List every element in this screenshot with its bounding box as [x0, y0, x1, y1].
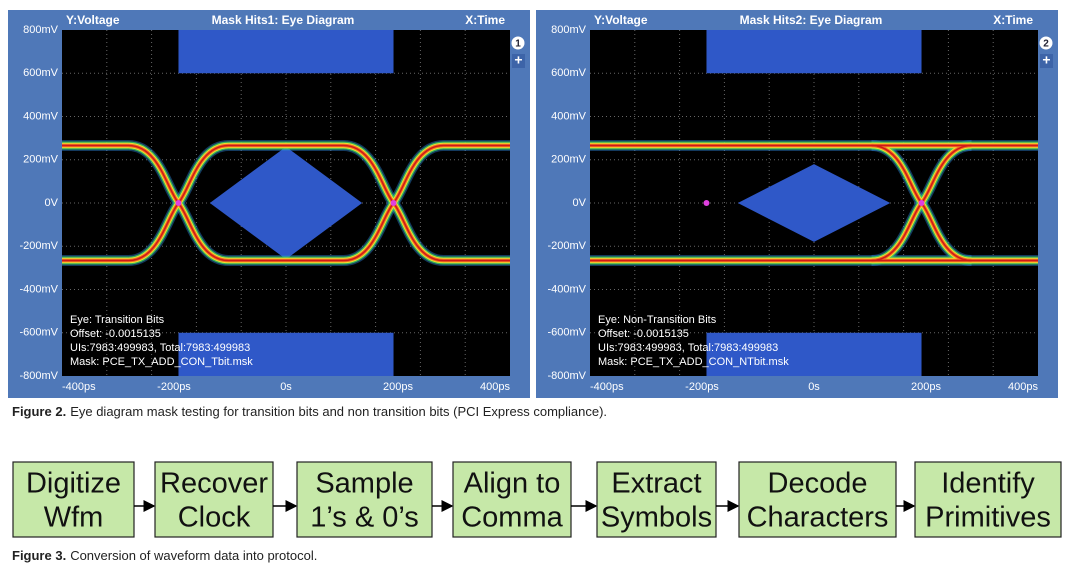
mask-bottom — [706, 332, 922, 376]
badge-circle — [1039, 36, 1053, 50]
y-tick-label: -600mV — [19, 327, 58, 339]
step-box — [596, 461, 717, 538]
y-tick-label: -200mV — [547, 240, 586, 252]
x-tick-label: 400ps — [480, 381, 510, 393]
step-label: 1’s & 0’s — [310, 502, 419, 534]
step-box — [154, 461, 274, 538]
caption-text: Eye diagram mask testing for transition … — [70, 404, 607, 419]
x-axis-label: X:Time — [465, 13, 505, 27]
y-tick-label: -200mV — [19, 240, 58, 252]
step-label: Wfm — [44, 502, 104, 534]
mask-diamond — [737, 164, 891, 242]
zoom-button[interactable]: + — [1042, 52, 1050, 68]
x-tick-label: -400ps — [62, 381, 96, 393]
info-text: Mask: PCE_TX_ADD_CON_Tbit.msk — [70, 356, 253, 368]
x-tick-label: 200ps — [383, 381, 413, 393]
caption-label: Figure 3. — [12, 548, 66, 563]
step-label: Clock — [178, 502, 251, 534]
x-axis-label: X:Time — [993, 13, 1033, 27]
mask-top — [178, 30, 394, 74]
x-tick-label: -200ps — [685, 381, 719, 393]
y-tick-label: 0V — [45, 197, 59, 209]
info-text: UIs:7983:499983, Total:7983:499983 — [598, 342, 778, 354]
y-tick-label: -400mV — [547, 283, 586, 295]
y-tick-label: -800mV — [19, 370, 58, 382]
eye-panel: Y:Voltage Mask Hits1: Eye Diagram X:Time 1 +… — [8, 10, 530, 398]
y-tick-label: 400mV — [551, 110, 587, 122]
y-tick-label: -800mV — [547, 370, 586, 382]
step-box — [914, 461, 1062, 538]
y-tick-label: 800mV — [23, 24, 59, 36]
figure-3-caption: Figure 3. Conversion of waveform data int… — [12, 548, 317, 563]
badge-circle — [511, 36, 525, 50]
x-tick-label: -400ps — [590, 381, 624, 393]
y-tick-label: 0V — [573, 197, 587, 209]
caption-text: Conversion of waveform data into protoco… — [70, 548, 317, 563]
info-text: Eye: Non-Transition Bits — [598, 314, 717, 326]
info-text: Eye: Transition Bits — [70, 314, 165, 326]
step-label: Extract — [611, 468, 701, 500]
y-tick-label: 200mV — [23, 154, 59, 166]
y-tick-label: 600mV — [551, 67, 587, 79]
step-label: Recover — [160, 468, 268, 500]
panel-title: Mask Hits1: Eye Diagram — [212, 13, 355, 27]
y-axis-label: Y:Voltage — [594, 13, 648, 27]
x-tick-label: -200ps — [157, 381, 191, 393]
y-tick-label: 200mV — [551, 154, 587, 166]
y-axis-label: Y:Voltage — [66, 13, 120, 27]
x-tick-label: 400ps — [1008, 381, 1038, 393]
panel-title: Mask Hits2: Eye Diagram — [740, 13, 883, 27]
step-label: Identify — [941, 468, 1035, 500]
mask-top — [706, 30, 922, 74]
crossing-dot — [175, 200, 182, 206]
step-label: Characters — [747, 502, 889, 534]
crossing-dot — [703, 200, 710, 206]
y-tick-label: 800mV — [551, 24, 587, 36]
x-tick-label: 200ps — [911, 381, 941, 393]
caption-label: Figure 2. — [12, 404, 66, 419]
crossing-dot — [918, 200, 925, 206]
step-box — [452, 461, 572, 538]
y-tick-label: -600mV — [547, 327, 586, 339]
step-box — [296, 461, 433, 538]
eye-panel: Y:Voltage Mask Hits2: Eye Diagram X:Time 2 +… — [536, 10, 1058, 398]
info-text: Offset: -0.0015135 — [598, 328, 689, 340]
mask-diamond — [209, 146, 363, 260]
info-text: UIs:7983:499983, Total:7983:499983 — [70, 342, 250, 354]
step-box — [12, 461, 135, 538]
figure-2: Y:Voltage Mask Hits1: Eye Diagram X:Time 1 +… — [8, 10, 1058, 398]
y-tick-label: 600mV — [23, 67, 59, 79]
step-label: Primitives — [925, 502, 1051, 534]
zoom-button[interactable]: + — [514, 52, 522, 68]
step-label: Comma — [461, 502, 563, 534]
zoom-button-bg[interactable] — [1040, 54, 1053, 68]
step-box — [738, 461, 897, 538]
info-text: Mask: PCE_TX_ADD_CON_NTbit.msk — [598, 356, 789, 368]
y-tick-label: 400mV — [23, 110, 59, 122]
badge: 2 — [1043, 39, 1049, 50]
crossing-dot — [390, 200, 397, 206]
step-label: Symbols — [601, 502, 712, 534]
step-label: Decode — [768, 468, 868, 500]
badge: 1 — [515, 39, 521, 50]
step-label: Align to — [464, 468, 561, 500]
step-label: Digitize — [26, 468, 121, 500]
step-label: Sample — [315, 468, 413, 500]
y-tick-label: -400mV — [19, 283, 58, 295]
figure-2-caption: Figure 2. Eye diagram mask testing for tr… — [12, 404, 607, 419]
x-tick-label: 0s — [808, 381, 820, 393]
info-text: Offset: -0.0015135 — [70, 328, 161, 340]
zoom-button-bg[interactable] — [512, 54, 525, 68]
mask-bottom — [178, 332, 394, 376]
x-tick-label: 0s — [280, 381, 292, 393]
